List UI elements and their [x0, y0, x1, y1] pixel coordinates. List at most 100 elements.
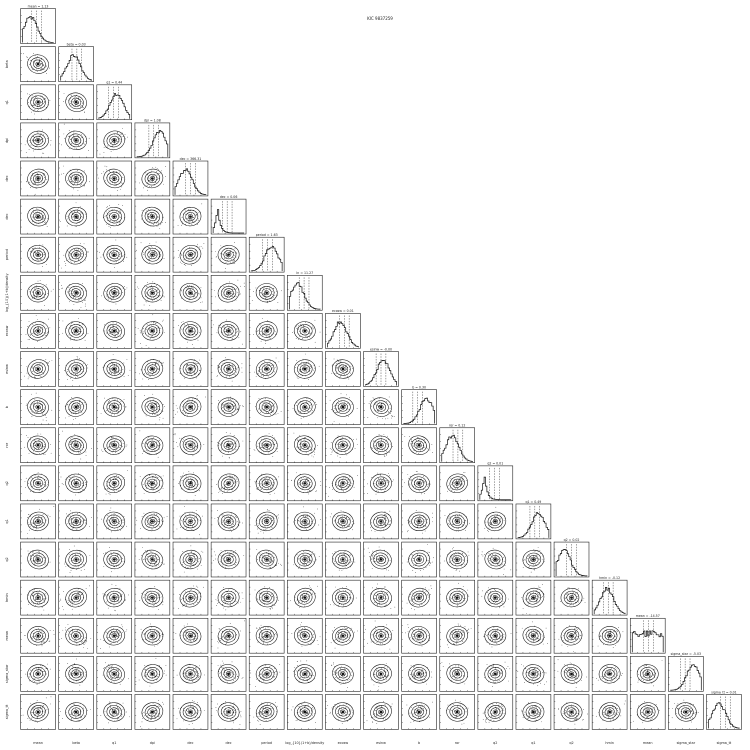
- sample-point: [39, 363, 41, 364]
- sample-point: [220, 253, 221, 255]
- density-core: [417, 443, 421, 447]
- sample-point: [65, 265, 67, 266]
- sample-point: [215, 296, 216, 298]
- sample-point: [61, 173, 62, 175]
- sample-point: [61, 483, 63, 484]
- sample-point: [82, 247, 84, 249]
- sample-point: [79, 399, 81, 401]
- sample-point: [273, 440, 275, 442]
- sample-point: [193, 331, 195, 333]
- sample-point: [72, 184, 74, 186]
- sample-point: [37, 289, 39, 291]
- sample-point: [113, 295, 115, 297]
- sample-point: [188, 333, 190, 335]
- sample-point: [222, 331, 224, 333]
- sample-point: [147, 294, 148, 296]
- density-contour: [182, 209, 199, 224]
- sample-point: [160, 444, 161, 446]
- sample-point: [386, 443, 387, 445]
- sample-point: [153, 371, 154, 373]
- sample-point: [186, 337, 187, 339]
- sample-point: [43, 218, 44, 220]
- sample-point: [123, 477, 125, 478]
- sample-point: [77, 183, 78, 185]
- sample-point: [36, 145, 38, 147]
- sample-point: [309, 407, 311, 409]
- sample-point: [74, 175, 76, 177]
- sample-point: [183, 259, 185, 261]
- sample-point: [339, 367, 341, 369]
- sample-point: [88, 251, 89, 253]
- sample-point: [63, 173, 65, 174]
- sample-point: [336, 367, 338, 368]
- density-contour: [147, 288, 158, 298]
- sample-point: [117, 406, 119, 408]
- sample-point: [105, 180, 107, 182]
- sample-point: [37, 132, 39, 134]
- x-axis-label: ecosw: [338, 741, 349, 745]
- sample-point: [194, 362, 196, 364]
- sample-point: [47, 362, 49, 364]
- sample-point: [225, 319, 227, 321]
- sample-point: [42, 134, 44, 136]
- density-contour: [297, 324, 313, 338]
- panel-dec-vs-beta: [58, 198, 94, 235]
- sample-point: [264, 409, 265, 410]
- sample-point: [187, 288, 188, 289]
- density-contour: [68, 171, 84, 186]
- sample-point: [35, 103, 36, 105]
- sample-point: [201, 301, 203, 303]
- sample-point: [41, 410, 43, 412]
- sample-point: [47, 293, 49, 294]
- density-core: [74, 443, 78, 447]
- sample-point: [224, 258, 226, 259]
- sample-point: [266, 327, 267, 329]
- sample-point: [25, 487, 26, 489]
- histogram: [136, 130, 169, 158]
- sample-point: [275, 443, 277, 444]
- density-contour: [65, 321, 88, 341]
- sample-point: [35, 252, 37, 254]
- sample-point: [45, 480, 47, 481]
- sample-point: [120, 188, 121, 190]
- sample-point: [388, 412, 390, 413]
- sample-point: [111, 324, 113, 326]
- sample-point: [390, 443, 391, 445]
- sample-point: [157, 408, 159, 410]
- sample-point: [270, 360, 271, 362]
- sample-point: [308, 379, 309, 380]
- sample-point: [160, 253, 162, 255]
- sample-point: [75, 219, 76, 221]
- panel-b-vs-beta: [58, 389, 94, 425]
- sample-point: [35, 96, 37, 97]
- sample-point: [30, 477, 32, 479]
- sample-point: [192, 409, 194, 410]
- density-contour: [65, 130, 88, 150]
- sample-point: [32, 446, 34, 448]
- sample-point: [112, 437, 113, 438]
- sample-point: [190, 210, 191, 211]
- sample-point: [70, 400, 72, 402]
- sample-point: [236, 252, 238, 254]
- sample-point: [147, 182, 148, 184]
- sample-point: [342, 441, 344, 443]
- sample-point: [30, 408, 31, 410]
- sample-point: [35, 370, 36, 371]
- density-contour: [106, 171, 122, 186]
- sample-point: [237, 292, 239, 293]
- sample-point: [37, 183, 39, 185]
- density-contour: [141, 359, 164, 379]
- sample-point: [303, 417, 305, 419]
- sample-point: [340, 404, 342, 406]
- diag-title: esinw = -0.00: [370, 347, 392, 351]
- sample-point: [154, 409, 155, 411]
- sample-point: [46, 218, 48, 220]
- sample-point: [79, 261, 81, 263]
- sample-point: [272, 456, 274, 457]
- sample-point: [152, 175, 153, 177]
- sample-point: [148, 259, 150, 260]
- sample-point: [149, 337, 151, 339]
- sample-point: [113, 172, 114, 173]
- y-axis-label: q1: [5, 100, 9, 104]
- sample-point: [156, 360, 158, 362]
